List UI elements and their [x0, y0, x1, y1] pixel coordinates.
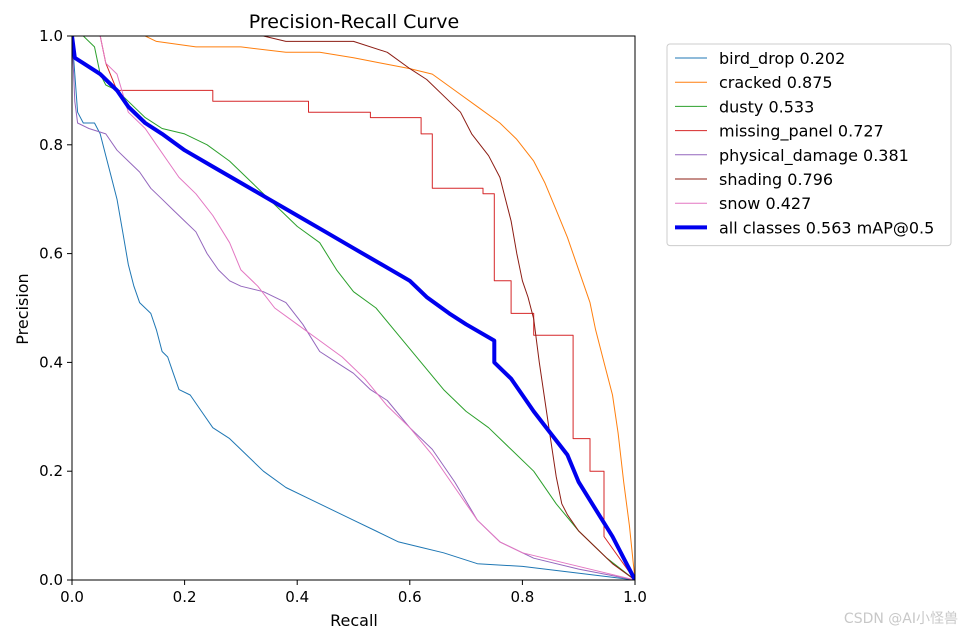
- x-tick-label: 0.6: [398, 588, 422, 606]
- y-tick-label: 0.0: [39, 571, 63, 589]
- legend-label: bird_drop 0.202: [719, 49, 845, 69]
- chart-title: Precision-Recall Curve: [249, 11, 459, 33]
- y-axis-label: Precision: [13, 273, 32, 344]
- y-tick-label: 0.4: [39, 353, 63, 371]
- legend-label: shading 0.796: [719, 170, 833, 189]
- series-line-7: [72, 36, 635, 580]
- legend-label: missing_panel 0.727: [719, 122, 884, 142]
- axes-frame: [71, 35, 636, 581]
- legend-label: physical_damage 0.381: [719, 146, 909, 166]
- x-tick-label: 1.0: [623, 588, 647, 606]
- series-line-3: [72, 36, 635, 580]
- series-line-1: [72, 36, 635, 580]
- x-axis-label: Recall: [330, 611, 378, 630]
- x-tick-label: 0.4: [285, 588, 309, 606]
- y-tick-label: 0.2: [39, 462, 63, 480]
- series-line-2: [72, 36, 635, 580]
- y-tick-label: 0.8: [39, 136, 63, 154]
- watermark-text: CSDN @AI小怪兽: [843, 611, 958, 627]
- axes: 0.0 0.2 0.4 0.6 0.8 1.0 0.0 0.2 0.4 0.6 0.8 1.0: [39, 27, 647, 606]
- legend-label: snow 0.427: [719, 194, 811, 213]
- x-tick-label: 0.0: [60, 588, 84, 606]
- series-line-4: [72, 36, 635, 580]
- legend-label: dusty 0.533: [719, 97, 814, 116]
- plot-area: [72, 36, 635, 580]
- y-tick-label: 1.0: [39, 27, 63, 45]
- legend: bird_drop 0.202 cracked 0.875 dusty 0.533 m…: [666, 43, 952, 247]
- x-tick-label: 0.2: [173, 588, 197, 606]
- legend-box: [666, 43, 952, 247]
- series-line-5: [72, 36, 635, 580]
- series-line-6: [72, 36, 635, 580]
- x-tick-label: 0.8: [510, 588, 534, 606]
- y-tick-label: 0.6: [39, 245, 63, 263]
- series-line-0: [72, 36, 635, 580]
- legend-label: all classes 0.563 mAP@0.5: [719, 218, 934, 237]
- legend-label: cracked 0.875: [719, 73, 833, 92]
